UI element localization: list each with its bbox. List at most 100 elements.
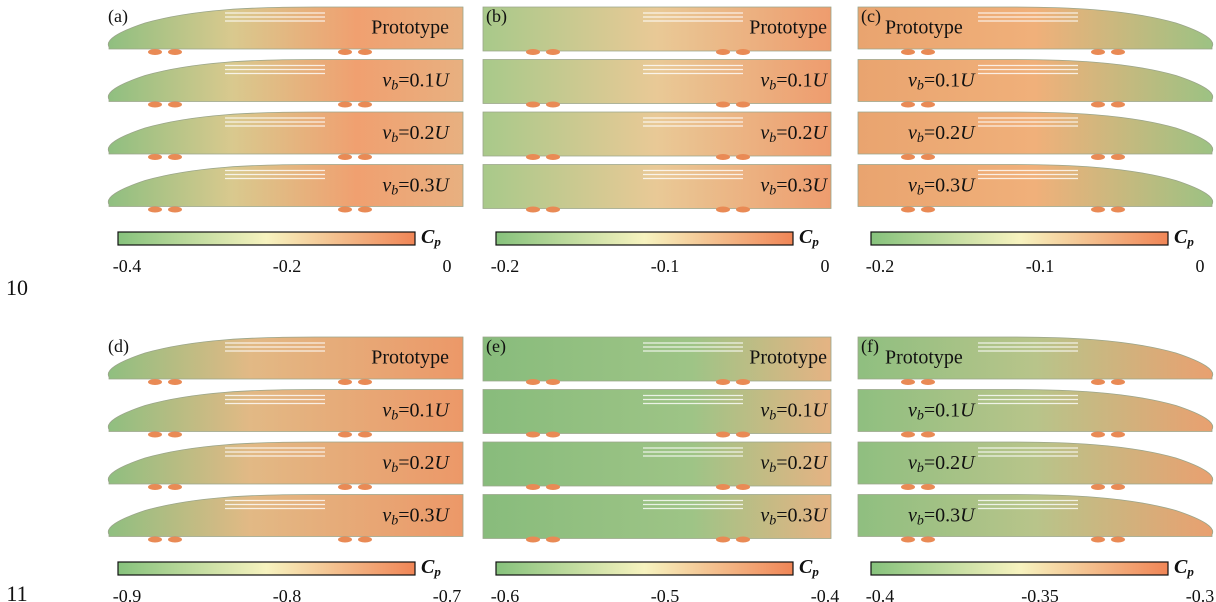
bogie bbox=[546, 154, 560, 160]
bogie bbox=[901, 102, 915, 108]
bogie bbox=[716, 537, 730, 543]
bogie bbox=[358, 102, 372, 108]
bogie bbox=[901, 379, 915, 385]
bogie bbox=[1091, 484, 1105, 490]
colorbar bbox=[118, 562, 415, 575]
bogie bbox=[901, 432, 915, 438]
colorbar-tick-label: -0.35 bbox=[1021, 586, 1059, 602]
bogie bbox=[736, 484, 750, 490]
bogie bbox=[546, 484, 560, 490]
bogie bbox=[526, 49, 540, 55]
colorbar-tick-label: -0.1 bbox=[1026, 256, 1055, 276]
bogie bbox=[921, 207, 935, 213]
bogie bbox=[148, 154, 162, 160]
row-label: Prototype bbox=[885, 17, 963, 39]
colorbar-tick-label: -0.7 bbox=[433, 586, 462, 602]
bogie bbox=[716, 207, 730, 213]
bogie bbox=[338, 154, 352, 160]
bogie bbox=[338, 102, 352, 108]
bogie bbox=[1111, 49, 1125, 55]
bogie bbox=[358, 49, 372, 55]
colorbar-label: Cp bbox=[1174, 226, 1194, 249]
row-label: Prototype bbox=[749, 347, 827, 369]
bogie bbox=[168, 432, 182, 438]
bogie bbox=[1111, 102, 1125, 108]
bogie bbox=[358, 207, 372, 213]
figure: 10 11 Prototypevb=0.1Uvb=0.2Uvb=0.3U(a)C… bbox=[0, 0, 1216, 602]
bogie bbox=[168, 484, 182, 490]
bogie bbox=[358, 432, 372, 438]
bogie bbox=[716, 102, 730, 108]
row-label: Prototype bbox=[885, 347, 963, 369]
panel-label: (d) bbox=[108, 336, 129, 357]
bogie bbox=[148, 432, 162, 438]
colorbar-tick-label: -0.6 bbox=[491, 586, 520, 602]
bogie bbox=[148, 102, 162, 108]
row-label: Prototype bbox=[749, 17, 827, 39]
colorbar-tick-label: 0 bbox=[821, 256, 830, 276]
panel-label: (f) bbox=[861, 336, 879, 357]
bogie bbox=[736, 49, 750, 55]
bogie bbox=[716, 379, 730, 385]
colorbar bbox=[118, 232, 415, 245]
colorbar-tick-label: 0 bbox=[443, 256, 452, 276]
bogie bbox=[1111, 154, 1125, 160]
colorbar-tick-label: -0.3 bbox=[1186, 586, 1215, 602]
bogie bbox=[168, 154, 182, 160]
bogie bbox=[168, 49, 182, 55]
bogie bbox=[1091, 432, 1105, 438]
bogie bbox=[1091, 537, 1105, 543]
bogie bbox=[736, 102, 750, 108]
bogie bbox=[921, 537, 935, 543]
bogie bbox=[168, 379, 182, 385]
bogie bbox=[526, 102, 540, 108]
bogie bbox=[546, 379, 560, 385]
bogie bbox=[546, 432, 560, 438]
bogie bbox=[358, 154, 372, 160]
bogie bbox=[901, 154, 915, 160]
bogie bbox=[901, 484, 915, 490]
bogie bbox=[1091, 102, 1105, 108]
colorbar bbox=[496, 562, 793, 575]
bogie bbox=[716, 484, 730, 490]
colorbar-tick-label: -0.4 bbox=[866, 586, 895, 602]
bogie bbox=[338, 484, 352, 490]
bogie bbox=[546, 49, 560, 55]
bogie bbox=[168, 102, 182, 108]
bogie bbox=[716, 49, 730, 55]
colorbar-tick-label: -0.2 bbox=[866, 256, 895, 276]
bogie bbox=[736, 379, 750, 385]
bogie bbox=[148, 379, 162, 385]
colorbar-tick-label: -0.8 bbox=[273, 586, 302, 602]
bogie bbox=[526, 537, 540, 543]
bogie bbox=[921, 49, 935, 55]
bogie bbox=[338, 49, 352, 55]
bogie bbox=[546, 207, 560, 213]
panel-label: (b) bbox=[486, 6, 507, 27]
bogie bbox=[921, 379, 935, 385]
panel-label: (c) bbox=[861, 6, 881, 27]
bogie bbox=[736, 207, 750, 213]
panel-label: (a) bbox=[108, 6, 128, 27]
bogie bbox=[526, 379, 540, 385]
bogie bbox=[338, 432, 352, 438]
colorbar-tick-label: -0.1 bbox=[651, 256, 680, 276]
bogie bbox=[526, 154, 540, 160]
bogie bbox=[358, 537, 372, 543]
bogie bbox=[358, 379, 372, 385]
colorbar-label: Cp bbox=[1174, 556, 1194, 579]
colorbar bbox=[871, 232, 1168, 245]
line-number: 11 bbox=[6, 581, 27, 602]
bogie bbox=[1111, 379, 1125, 385]
bogie bbox=[168, 207, 182, 213]
bogie bbox=[736, 537, 750, 543]
line-number: 10 bbox=[6, 275, 28, 300]
bogie bbox=[901, 49, 915, 55]
bogie bbox=[526, 432, 540, 438]
bogie bbox=[716, 432, 730, 438]
bogie bbox=[901, 207, 915, 213]
bogie bbox=[736, 154, 750, 160]
bogie bbox=[338, 537, 352, 543]
bogie bbox=[1091, 154, 1105, 160]
bogie bbox=[921, 102, 935, 108]
